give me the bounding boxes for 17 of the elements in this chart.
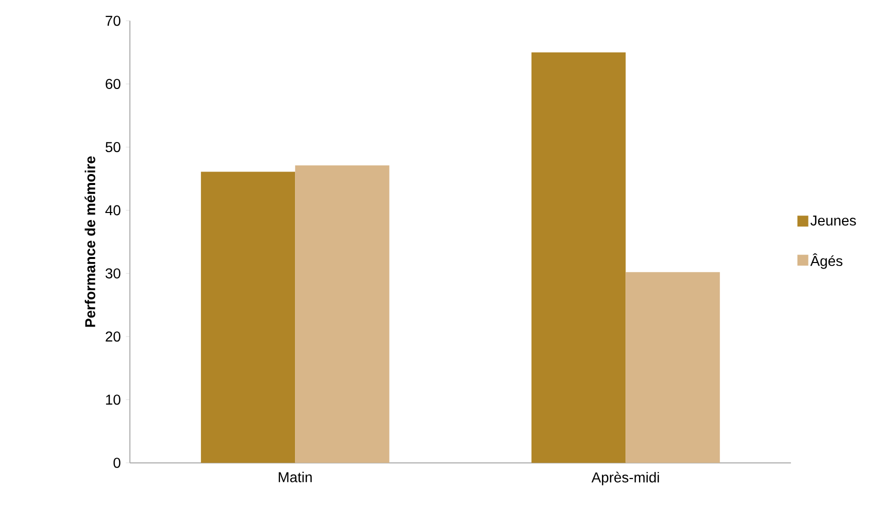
x-tick-label: Après-midi xyxy=(591,472,659,486)
legend-label: Jeunes xyxy=(810,215,856,226)
x-tick-label: Matin xyxy=(278,472,312,482)
legend-label: Âgés xyxy=(810,253,842,269)
y-tick-label: 60 xyxy=(106,78,120,89)
bar xyxy=(626,272,720,463)
y-tick-label: 30 xyxy=(106,268,120,278)
y-tick-label: 20 xyxy=(106,331,120,342)
y-axis-title: Performance de mémoire xyxy=(84,156,96,327)
y-tick-label: 50 xyxy=(106,142,120,152)
y-tick-label: 0 xyxy=(114,458,120,468)
y-tick-label: 70 xyxy=(106,16,120,26)
bar xyxy=(531,52,626,463)
y-tick-label: 40 xyxy=(105,204,120,216)
y-tick-label: 10 xyxy=(106,394,120,405)
bar xyxy=(295,165,390,463)
bar xyxy=(200,172,296,463)
